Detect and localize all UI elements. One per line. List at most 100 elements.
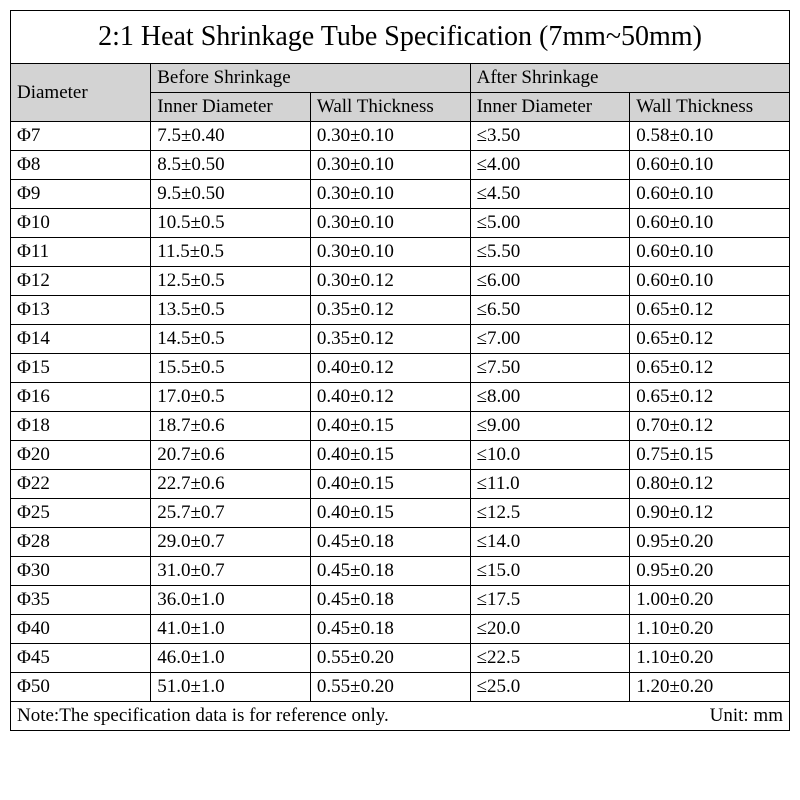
table-row: Φ88.5±0.500.30±0.10≤4.000.60±0.10: [11, 151, 790, 180]
cell-after-wall: 0.80±0.12: [630, 470, 790, 499]
cell-diameter: Φ14: [11, 325, 151, 354]
table-row: Φ99.5±0.500.30±0.10≤4.500.60±0.10: [11, 180, 790, 209]
cell-after-inner: ≤6.00: [470, 267, 630, 296]
cell-after-wall: 0.75±0.15: [630, 441, 790, 470]
cell-after-inner: ≤5.50: [470, 238, 630, 267]
cell-before-wall: 0.55±0.20: [310, 673, 470, 702]
cell-before-wall: 0.40±0.12: [310, 354, 470, 383]
cell-before-wall: 0.35±0.12: [310, 296, 470, 325]
cell-after-inner: ≤17.5: [470, 586, 630, 615]
cell-before-wall: 0.35±0.12: [310, 325, 470, 354]
cell-diameter: Φ30: [11, 557, 151, 586]
col-before-shrinkage: Before Shrinkage: [151, 64, 470, 93]
cell-after-wall: 0.60±0.10: [630, 238, 790, 267]
cell-before-inner: 7.5±0.40: [151, 122, 311, 151]
table-row: Φ3536.0±1.00.45±0.18≤17.51.00±0.20: [11, 586, 790, 615]
cell-diameter: Φ35: [11, 586, 151, 615]
cell-before-inner: 15.5±0.5: [151, 354, 311, 383]
table-row: Φ1212.5±0.50.30±0.12≤6.000.60±0.10: [11, 267, 790, 296]
cell-after-inner: ≤14.0: [470, 528, 630, 557]
cell-diameter: Φ40: [11, 615, 151, 644]
cell-before-inner: 12.5±0.5: [151, 267, 311, 296]
col-after-wall: Wall Thickness: [630, 93, 790, 122]
col-before-wall: Wall Thickness: [310, 93, 470, 122]
cell-before-inner: 13.5±0.5: [151, 296, 311, 325]
cell-after-wall: 0.65±0.12: [630, 383, 790, 412]
cell-after-inner: ≤5.00: [470, 209, 630, 238]
cell-after-inner: ≤25.0: [470, 673, 630, 702]
cell-before-wall: 0.45±0.18: [310, 615, 470, 644]
cell-after-wall: 0.60±0.10: [630, 151, 790, 180]
cell-diameter: Φ50: [11, 673, 151, 702]
cell-after-inner: ≤20.0: [470, 615, 630, 644]
cell-diameter: Φ15: [11, 354, 151, 383]
table-row: Φ4546.0±1.00.55±0.20≤22.51.10±0.20: [11, 644, 790, 673]
cell-after-wall: 0.60±0.10: [630, 180, 790, 209]
cell-before-inner: 25.7±0.7: [151, 499, 311, 528]
cell-after-wall: 0.65±0.12: [630, 325, 790, 354]
cell-after-wall: 0.70±0.12: [630, 412, 790, 441]
cell-after-wall: 0.95±0.20: [630, 528, 790, 557]
table-row: Φ1313.5±0.50.35±0.12≤6.500.65±0.12: [11, 296, 790, 325]
cell-diameter: Φ12: [11, 267, 151, 296]
cell-diameter: Φ13: [11, 296, 151, 325]
table-row: Φ77.5±0.400.30±0.10≤3.500.58±0.10: [11, 122, 790, 151]
table-row: Φ2525.7±0.70.40±0.15≤12.50.90±0.12: [11, 499, 790, 528]
table-row: Φ1414.5±0.50.35±0.12≤7.000.65±0.12: [11, 325, 790, 354]
cell-after-wall: 1.00±0.20: [630, 586, 790, 615]
table-row: Φ1818.7±0.60.40±0.15≤9.000.70±0.12: [11, 412, 790, 441]
cell-after-wall: 0.95±0.20: [630, 557, 790, 586]
cell-before-inner: 36.0±1.0: [151, 586, 311, 615]
cell-before-inner: 8.5±0.50: [151, 151, 311, 180]
note-text: Note:The specification data is for refer…: [17, 705, 389, 727]
unit-text: Unit: mm: [710, 705, 783, 727]
cell-after-inner: ≤6.50: [470, 296, 630, 325]
table-row: Φ1010.5±0.50.30±0.10≤5.000.60±0.10: [11, 209, 790, 238]
cell-after-inner: ≤9.00: [470, 412, 630, 441]
cell-before-inner: 10.5±0.5: [151, 209, 311, 238]
cell-diameter: Φ10: [11, 209, 151, 238]
table-row: Φ1515.5±0.50.40±0.12≤7.500.65±0.12: [11, 354, 790, 383]
cell-diameter: Φ45: [11, 644, 151, 673]
cell-before-inner: 29.0±0.7: [151, 528, 311, 557]
cell-before-inner: 31.0±0.7: [151, 557, 311, 586]
cell-diameter: Φ7: [11, 122, 151, 151]
cell-before-inner: 18.7±0.6: [151, 412, 311, 441]
cell-before-wall: 0.45±0.18: [310, 586, 470, 615]
cell-after-wall: 0.60±0.10: [630, 267, 790, 296]
table-title: 2:1 Heat Shrinkage Tube Specification (7…: [11, 11, 790, 64]
spec-table-container: 2:1 Heat Shrinkage Tube Specification (7…: [10, 10, 790, 731]
cell-after-wall: 1.10±0.20: [630, 644, 790, 673]
cell-after-inner: ≤12.5: [470, 499, 630, 528]
cell-after-inner: ≤22.5: [470, 644, 630, 673]
cell-before-inner: 51.0±1.0: [151, 673, 311, 702]
cell-before-inner: 9.5±0.50: [151, 180, 311, 209]
cell-before-wall: 0.55±0.20: [310, 644, 470, 673]
table-row: Φ3031.0±0.70.45±0.18≤15.00.95±0.20: [11, 557, 790, 586]
cell-after-inner: ≤7.50: [470, 354, 630, 383]
cell-before-wall: 0.40±0.15: [310, 470, 470, 499]
cell-diameter: Φ18: [11, 412, 151, 441]
cell-after-inner: ≤8.00: [470, 383, 630, 412]
spec-table: 2:1 Heat Shrinkage Tube Specification (7…: [10, 10, 790, 731]
cell-after-wall: 0.65±0.12: [630, 354, 790, 383]
cell-after-wall: 0.60±0.10: [630, 209, 790, 238]
cell-after-inner: ≤4.00: [470, 151, 630, 180]
cell-before-inner: 11.5±0.5: [151, 238, 311, 267]
cell-after-wall: 1.20±0.20: [630, 673, 790, 702]
cell-after-inner: ≤4.50: [470, 180, 630, 209]
cell-after-wall: 0.90±0.12: [630, 499, 790, 528]
table-note-row: Note:The specification data is for refer…: [11, 702, 790, 731]
cell-diameter: Φ20: [11, 441, 151, 470]
cell-after-inner: ≤11.0: [470, 470, 630, 499]
cell-before-wall: 0.30±0.10: [310, 238, 470, 267]
cell-before-inner: 41.0±1.0: [151, 615, 311, 644]
col-before-inner: Inner Diameter: [151, 93, 311, 122]
cell-diameter: Φ25: [11, 499, 151, 528]
cell-diameter: Φ16: [11, 383, 151, 412]
cell-before-wall: 0.30±0.12: [310, 267, 470, 296]
cell-after-inner: ≤7.00: [470, 325, 630, 354]
cell-diameter: Φ22: [11, 470, 151, 499]
cell-before-wall: 0.40±0.15: [310, 441, 470, 470]
cell-before-wall: 0.45±0.18: [310, 557, 470, 586]
